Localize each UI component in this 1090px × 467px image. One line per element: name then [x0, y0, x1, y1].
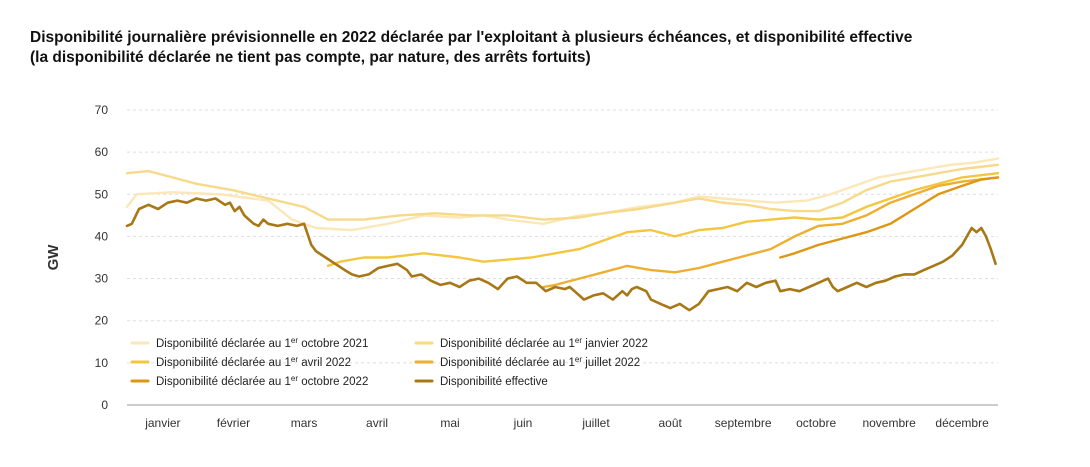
x-tick-label: août — [658, 416, 682, 430]
legend-item-3: Disponibilité déclarée au 1er avril 2022 — [130, 355, 351, 369]
legend-label: Disponibilité déclarée au 1er octobre 20… — [156, 336, 368, 350]
x-tick-label: avril — [366, 416, 388, 430]
grid — [127, 109, 998, 406]
x-tick-label: janvier — [144, 416, 180, 430]
legend-label: Disponibilité déclarée au 1er octobre 20… — [156, 374, 368, 388]
legend-item-2: Disponibilité déclarée au 1er janvier 20… — [414, 336, 648, 350]
x-tick-label: mars — [291, 416, 318, 430]
chart-title-line1: Disponibilité journalière prévisionnelle… — [30, 29, 913, 46]
y-tick-label: 50 — [95, 187, 109, 201]
x-tick-label: mai — [440, 416, 459, 430]
x-tick-label: décembre — [935, 416, 989, 430]
x-tick-label: juin — [513, 416, 533, 430]
y-tick-label: 70 — [95, 103, 109, 117]
x-tick-label: septembre — [715, 416, 772, 430]
legend-label: Disponibilité déclarée au 1er janvier 20… — [440, 336, 648, 350]
x-axis: janvier février mars avril mai juin juillet aoû… — [144, 416, 989, 430]
series-line-3 — [326, 171, 1000, 268]
y-tick-label: 20 — [95, 314, 109, 328]
chart-title-line2: (la disponibilité déclarée ne tient pas … — [30, 49, 591, 66]
y-tick-label: 30 — [95, 272, 109, 286]
series-line-6 — [125, 197, 997, 312]
y-axis: 0 10 20 30 40 50 60 70 GW — [45, 103, 108, 412]
y-tick-label: 60 — [95, 145, 109, 159]
x-tick-label: février — [217, 416, 250, 430]
x-tick-label: octobre — [796, 416, 836, 430]
chart-title: Disponibilité journalière prévisionnelle… — [30, 28, 1070, 68]
legend-label: Disponibilité effective — [440, 376, 548, 388]
legend-item-1: Disponibilité déclarée au 1er octobre 20… — [130, 336, 368, 350]
legend-item-6: Disponibilité effective — [414, 376, 548, 388]
legend-label: Disponibilité déclarée au 1er avril 2022 — [156, 355, 351, 369]
y-axis-label: GW — [45, 244, 62, 271]
y-tick-label: 40 — [95, 229, 109, 243]
x-tick-label: juillet — [581, 416, 610, 430]
series-line-4 — [542, 176, 1000, 289]
y-tick-label: 10 — [95, 356, 109, 370]
series-line-5 — [779, 176, 1000, 259]
x-tick-label: novembre — [862, 416, 916, 430]
legend-item-4: Disponibilité déclarée au 1er juillet 20… — [414, 355, 640, 369]
legend: Disponibilité déclarée au 1er octobre 20… — [130, 336, 648, 388]
legend-item-5: Disponibilité déclarée au 1er octobre 20… — [130, 374, 368, 388]
series-lines — [125, 157, 1000, 312]
series-line-2 — [125, 163, 1000, 221]
legend-label: Disponibilité déclarée au 1er juillet 20… — [440, 355, 640, 369]
y-tick-label: 0 — [101, 398, 108, 412]
